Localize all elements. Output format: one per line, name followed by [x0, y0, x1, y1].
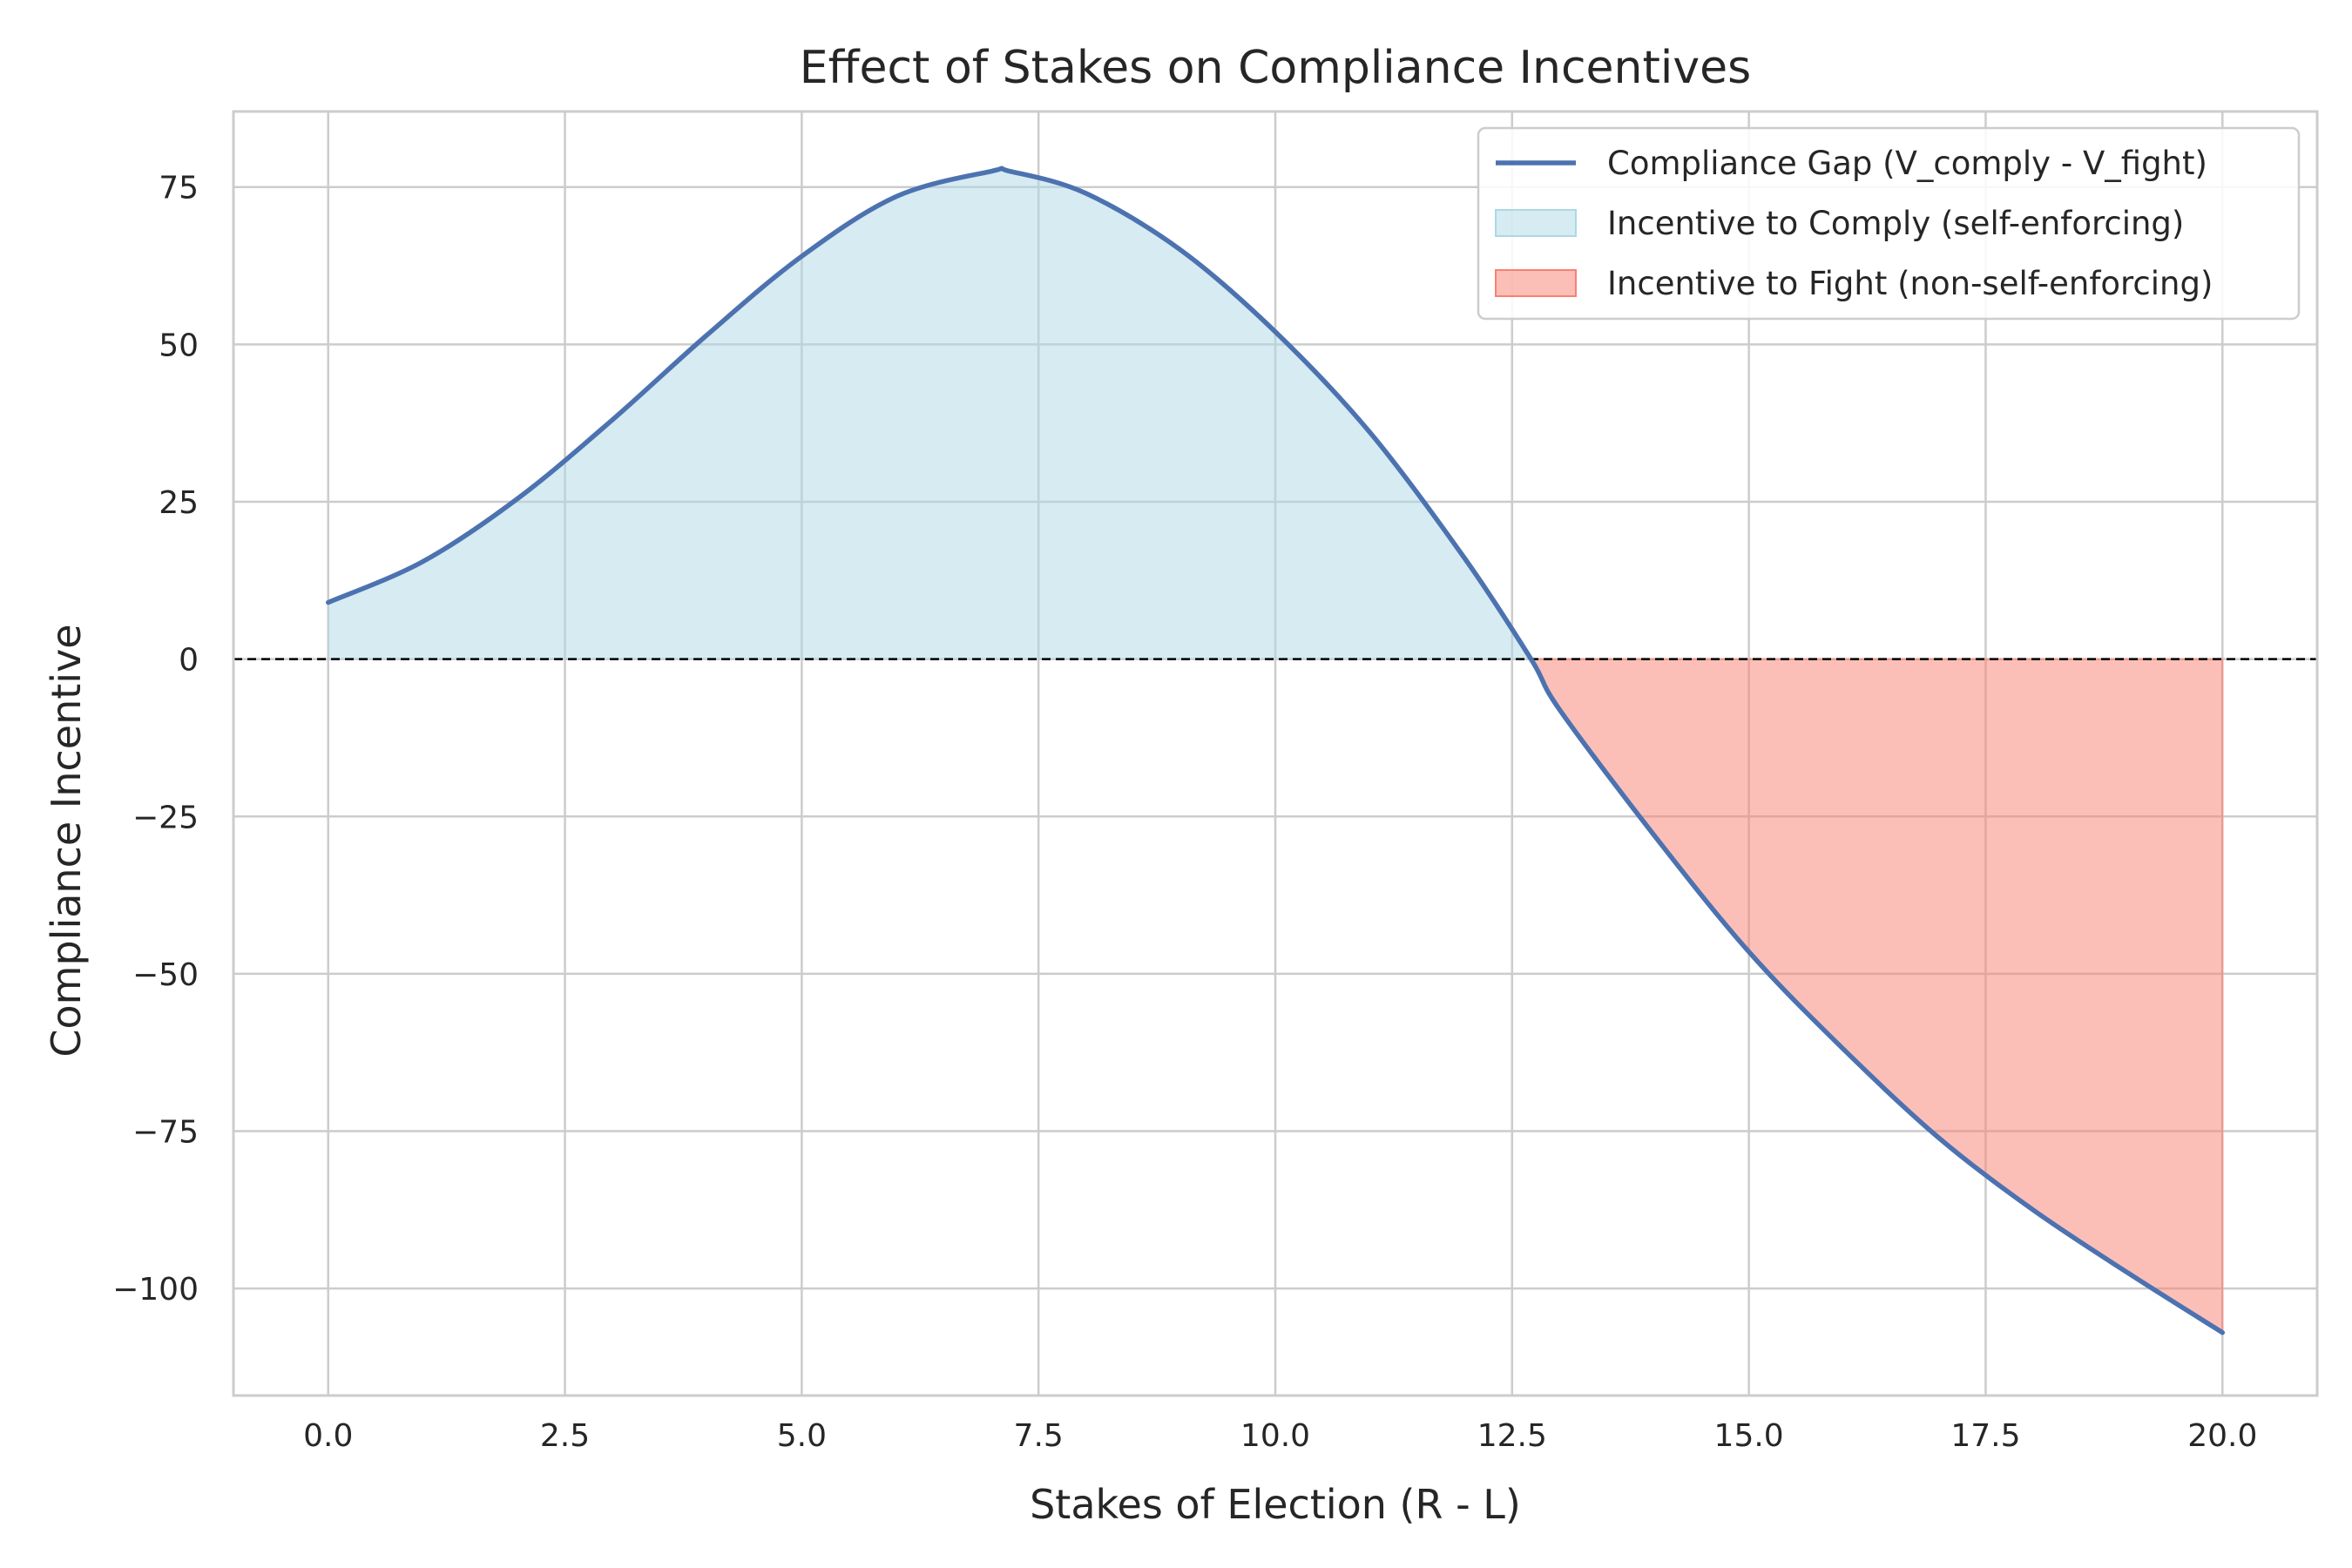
x-tick-label: 7.5 [1014, 1418, 1064, 1454]
x-tick-label: 20.0 [2187, 1418, 2257, 1454]
legend-label: Incentive to Fight (non-self-enforcing) [1607, 265, 2213, 302]
y-tick-label: −75 [132, 1115, 199, 1151]
x-tick-label: 5.0 [777, 1418, 827, 1454]
legend: Compliance Gap (V_comply - V_fight) Incen… [1477, 126, 2301, 321]
x-tick-label: 10.0 [1240, 1418, 1310, 1454]
x-tick-label: 0.0 [303, 1418, 353, 1454]
legend-patch-swatch [1495, 269, 1577, 297]
x-tick-label: 15.0 [1714, 1418, 1784, 1454]
series-lines [325, 166, 2226, 1335]
y-tick-label: 25 [159, 485, 199, 521]
y-tick-label: −100 [112, 1272, 199, 1308]
x-axis-label: Stakes of Election (R - L) [1030, 1481, 1521, 1528]
legend-label: Incentive to Comply (self-enforcing) [1607, 205, 2184, 242]
x-tick-label: 12.5 [1477, 1418, 1547, 1454]
chart-title: Effect of Stakes on Compliance Incentive… [800, 42, 1751, 94]
legend-label: Compliance Gap (V_comply - V_fight) [1607, 145, 2207, 182]
legend-patch-swatch [1495, 209, 1577, 237]
y-axis-label: Compliance Incentive [43, 624, 90, 1057]
y-tick-label: −25 [132, 800, 199, 835]
plot-area-frame [232, 110, 2319, 1397]
y-tick-label: 0 [179, 643, 199, 679]
legend-box [1477, 126, 2301, 321]
x-tick-label: 17.5 [1950, 1418, 2020, 1454]
y-tick-label: −50 [132, 957, 199, 993]
y-tick-label: 75 [159, 171, 199, 206]
y-axis-ticks: −100 −75 −50 −25 0 25 50 75 [112, 171, 199, 1308]
x-tick-label: 2.5 [540, 1418, 590, 1454]
x-axis-ticks: 0.0 2.5 5.0 7.5 10.0 12.5 15.0 17.5 20.0 [303, 1418, 2257, 1454]
series-line-compliance-gap [325, 166, 2226, 1335]
y-tick-label: 50 [159, 328, 199, 363]
